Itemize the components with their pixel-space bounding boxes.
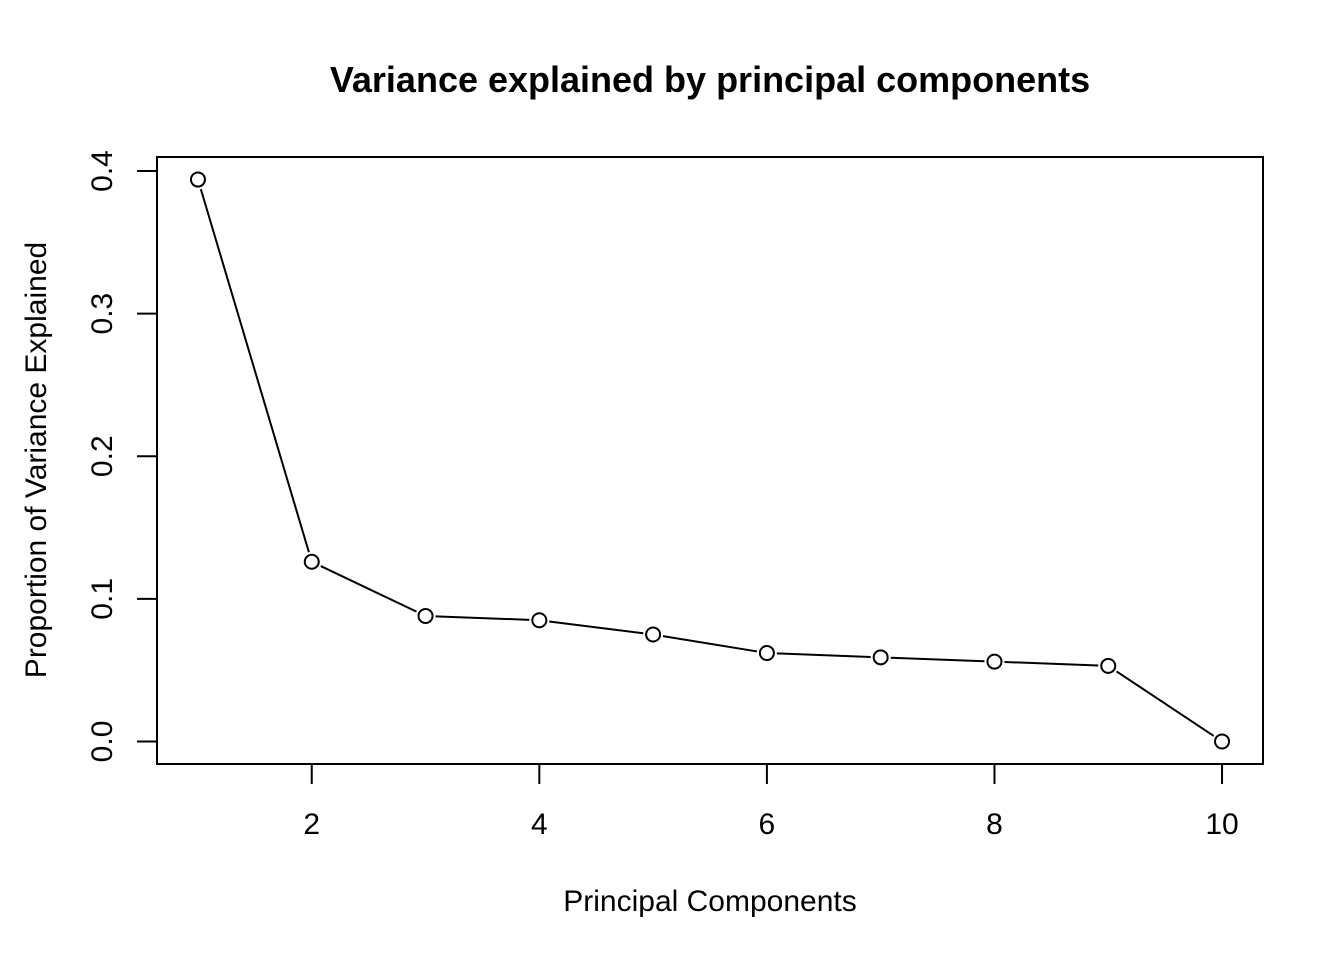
data-point <box>531 612 548 629</box>
y-tick-label: 0.0 <box>86 721 119 763</box>
y-axis-label: Proportion of Variance Explained <box>20 242 53 678</box>
x-axis-label: Principal Components <box>563 885 856 918</box>
line-segment <box>435 615 530 621</box>
data-point <box>1214 733 1231 750</box>
series-points <box>189 171 1231 750</box>
x-tick-label: 4 <box>531 808 548 841</box>
y-tick-label: 0.1 <box>86 578 119 620</box>
data-point <box>645 626 662 643</box>
chart-title: Variance explained by principal componen… <box>330 59 1090 100</box>
plot-frame <box>156 156 1264 765</box>
data-point <box>758 645 775 662</box>
line-segment <box>890 656 985 663</box>
data-point <box>189 171 206 188</box>
line-segment <box>1004 660 1099 667</box>
series-line <box>199 188 1215 737</box>
data-point <box>303 553 320 570</box>
line-segment <box>1116 670 1215 737</box>
y-tick-label: 0.2 <box>86 435 119 477</box>
y-axis: 0.0 0.1 0.2 0.3 0.4 <box>86 150 157 762</box>
data-point <box>1100 657 1117 674</box>
x-tick-label: 6 <box>759 808 776 841</box>
line-segment <box>662 635 758 653</box>
line-segment <box>199 188 310 553</box>
x-axis: 2 4 6 8 10 <box>303 764 1239 841</box>
y-tick-label: 0.3 <box>86 293 119 335</box>
y-tick-label: 0.4 <box>86 150 119 192</box>
x-tick-label: 8 <box>986 808 1003 841</box>
line-segment <box>776 652 871 658</box>
x-tick-label: 10 <box>1205 808 1238 841</box>
line-segment <box>320 565 417 613</box>
data-point <box>417 607 434 624</box>
data-point <box>872 649 889 666</box>
line-segment <box>549 620 644 635</box>
x-tick-label: 2 <box>303 808 320 841</box>
data-point <box>986 653 1003 670</box>
